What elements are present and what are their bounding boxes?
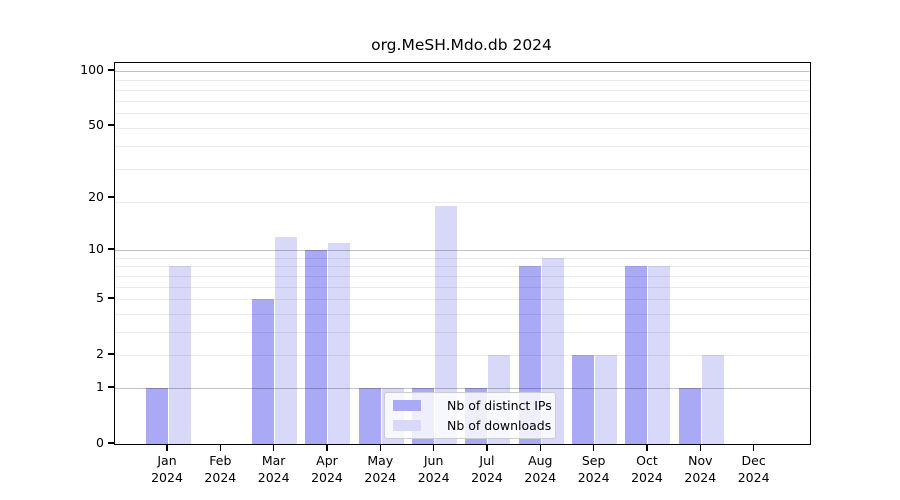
gridline-minor (115, 100, 810, 102)
legend: Nb of distinct IPs Nb of downloads (384, 392, 556, 439)
gridline-minor (115, 169, 810, 171)
bar-downloads (168, 266, 191, 444)
x-tick-label: Jul 2024 (471, 453, 503, 485)
x-tick-mark (699, 444, 702, 451)
gridline-major (115, 70, 810, 72)
bar-downloads (328, 243, 351, 444)
y-tick-mark (108, 442, 114, 444)
y-tick-mark (108, 196, 114, 198)
y-tick-mark (108, 248, 114, 250)
gridline-minor (115, 80, 810, 82)
x-tick-mark (379, 444, 382, 451)
gridline-major (115, 387, 810, 389)
y-tick-mark (108, 69, 114, 71)
x-tick-mark (219, 444, 222, 451)
bar-distinct-ips (678, 387, 701, 444)
bar-distinct-ips (145, 387, 168, 444)
y-tick-mark (108, 353, 114, 355)
y-tick-label: 2 (96, 346, 104, 362)
x-tick-label: Aug 2024 (524, 453, 557, 485)
x-tick-label: Jun 2024 (417, 453, 450, 485)
x-tick-mark (592, 444, 595, 451)
bar-distinct-ips (305, 250, 328, 444)
bar-distinct-ips (358, 387, 381, 444)
y-tick-label: 50 (88, 117, 104, 133)
x-tick-label: Sep 2024 (577, 453, 610, 485)
x-tick-mark (539, 444, 542, 451)
y-tick-label: 10 (88, 241, 104, 257)
gridline-minor (115, 201, 810, 203)
x-tick-label: Oct 2024 (631, 453, 663, 485)
gridline-minor (115, 89, 810, 91)
legend-label-distinct-ips: Nb of distinct IPs (447, 397, 552, 413)
x-tick-mark (432, 444, 435, 451)
bar-downloads (701, 355, 724, 444)
y-tick-mark (108, 386, 114, 388)
x-tick-label: Apr 2024 (311, 453, 343, 485)
gridline-minor (115, 286, 810, 288)
x-tick-mark (272, 444, 275, 451)
y-tick-mark (108, 297, 114, 299)
chart-title: org.MeSH.Mdo.db 2024 (371, 36, 552, 54)
gridline-minor (115, 313, 810, 315)
bar-downloads (275, 236, 298, 444)
x-tick-mark (486, 444, 488, 451)
y-tick-mark (108, 124, 114, 126)
gridline-minor (115, 266, 810, 268)
gridline-major (115, 250, 810, 252)
bar-downloads (435, 206, 458, 444)
gridline-minor (115, 257, 810, 259)
legend-swatch-downloads (393, 420, 421, 431)
legend-item-distinct-ips: Nb of distinct IPs (393, 397, 552, 414)
x-tick-mark (326, 444, 328, 451)
y-tick-label: 0 (96, 435, 104, 450)
gridline-minor (115, 113, 810, 115)
gridline-minor (115, 299, 810, 301)
plot-area: Nb of distinct IPs Nb of downloads (114, 62, 811, 445)
bar-downloads (648, 266, 671, 444)
x-tick-label: Mar 2024 (257, 453, 290, 485)
gridline-minor (115, 275, 810, 277)
x-tick-label: May 2024 (364, 453, 397, 485)
bar-distinct-ips (572, 355, 595, 444)
y-tick-label: 1 (96, 378, 104, 394)
x-tick-label: Nov 2024 (684, 453, 717, 485)
y-tick-label: 5 (96, 290, 104, 306)
x-tick-mark (166, 444, 168, 451)
x-tick-label: Dec 2024 (737, 453, 770, 485)
legend-label-downloads: Nb of downloads (447, 417, 552, 433)
y-tick-label: 20 (88, 188, 104, 204)
x-tick-mark (646, 444, 648, 451)
gridline-minor (115, 331, 810, 333)
gridline-minor (115, 127, 810, 129)
bar-distinct-ips (252, 299, 275, 444)
legend-item-downloads: Nb of downloads (393, 417, 551, 434)
bar-downloads (595, 355, 618, 444)
x-tick-label: Feb 2024 (204, 453, 237, 485)
x-tick-mark (752, 444, 755, 451)
bar-distinct-ips (625, 266, 648, 444)
legend-swatch-distinct-ips (393, 400, 421, 411)
gridline-minor (115, 145, 810, 147)
y-tick-label: 100 (80, 61, 104, 77)
gridline-minor (115, 355, 810, 357)
x-tick-label: Jan 2024 (151, 453, 183, 485)
